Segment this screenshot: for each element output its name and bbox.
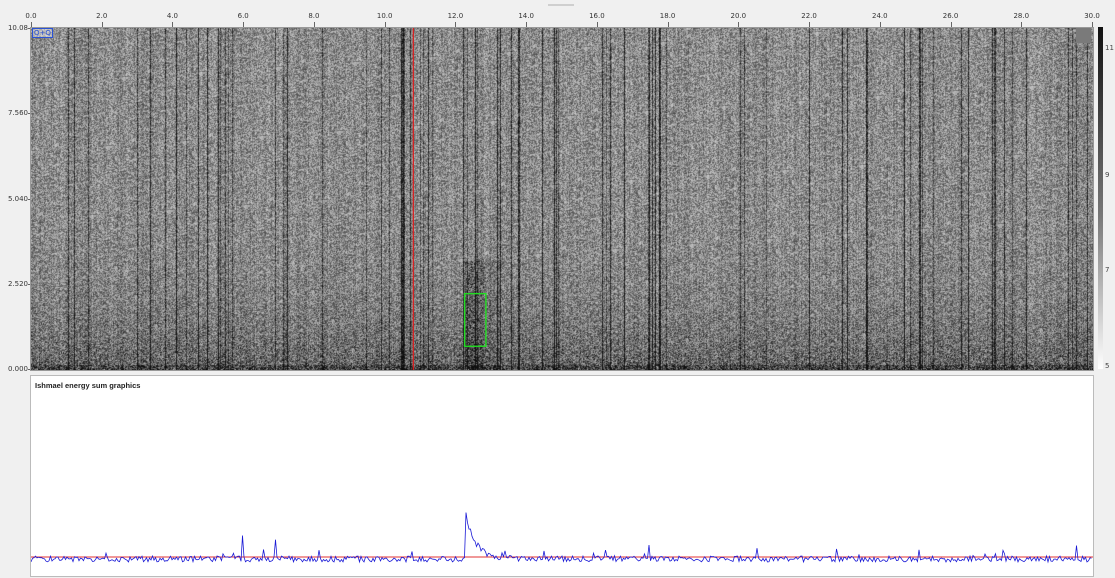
time-tick-mark (384, 22, 386, 27)
time-tick-mark (526, 22, 528, 27)
selection-box[interactable] (463, 292, 487, 347)
time-tick-mark (243, 22, 245, 27)
energy-panel[interactable]: Ishmael energy sum graphics (30, 375, 1094, 577)
time-tick-mark (455, 22, 457, 27)
time-tick-label: 16.0 (589, 12, 605, 20)
time-tick-mark (1092, 22, 1093, 27)
corner-toggle-button[interactable] (1076, 28, 1091, 43)
time-tick-mark (101, 22, 103, 27)
time-tick-mark (738, 22, 740, 27)
spectrogram-overlay (412, 28, 487, 370)
colorbar (1098, 27, 1103, 369)
frequency-tick-label: 5.040 (7, 194, 28, 203)
energy-panel-title: Ishmael energy sum graphics (35, 381, 141, 390)
colorbar-label: 9 (1105, 171, 1110, 179)
time-tick-mark (596, 22, 598, 27)
frequency-tick-label: 0.000 (7, 365, 28, 373)
frequency-tick-label: 2.520 (7, 279, 28, 288)
time-tick-mark (809, 22, 811, 27)
time-tick-label: 6.0 (237, 12, 249, 20)
time-tick-label: 30.0 (1084, 12, 1100, 20)
time-tick-label: 26.0 (942, 12, 959, 20)
colorbar-label: 11 (1105, 44, 1114, 52)
time-tick-mark (31, 22, 32, 27)
time-tick-label: 12.0 (447, 12, 464, 20)
time-tick-label: 18.0 (659, 12, 676, 20)
frequency-tick-label: 10.08 (7, 24, 28, 32)
time-tick-label: 0.0 (25, 12, 37, 20)
frequency-tick-label: 7.560 (7, 109, 28, 118)
time-tick-mark (879, 22, 881, 27)
time-tick-label: 20.0 (730, 12, 747, 20)
time-tick-mark (1021, 22, 1023, 27)
time-tick-label: 2.0 (96, 12, 108, 20)
colorbar-label: 5 (1105, 362, 1110, 370)
time-tick-mark (313, 22, 315, 27)
time-tick-label: 22.0 (801, 12, 817, 20)
time-tick-label: 28.0 (1013, 12, 1030, 20)
spectrogram-tag[interactable]: Q+Q (32, 28, 53, 38)
time-tick-mark (172, 22, 174, 27)
energy-trace (31, 512, 1092, 564)
time-tick-mark (667, 22, 669, 27)
time-tick-label: 14.0 (518, 12, 534, 20)
colorbar-label: 7 (1105, 266, 1110, 274)
time-tick-mark (950, 22, 952, 27)
spectrogram-panel[interactable] (30, 27, 1094, 371)
top-handle[interactable] (548, 4, 574, 6)
time-tick-label: 8.0 (308, 12, 320, 20)
time-tick-label: 4.0 (166, 12, 179, 20)
spectrogram-image (31, 28, 1093, 370)
energy-plot (31, 512, 1093, 564)
time-tick-label: 10.0 (376, 12, 393, 20)
time-tick-label: 24.0 (872, 12, 888, 20)
